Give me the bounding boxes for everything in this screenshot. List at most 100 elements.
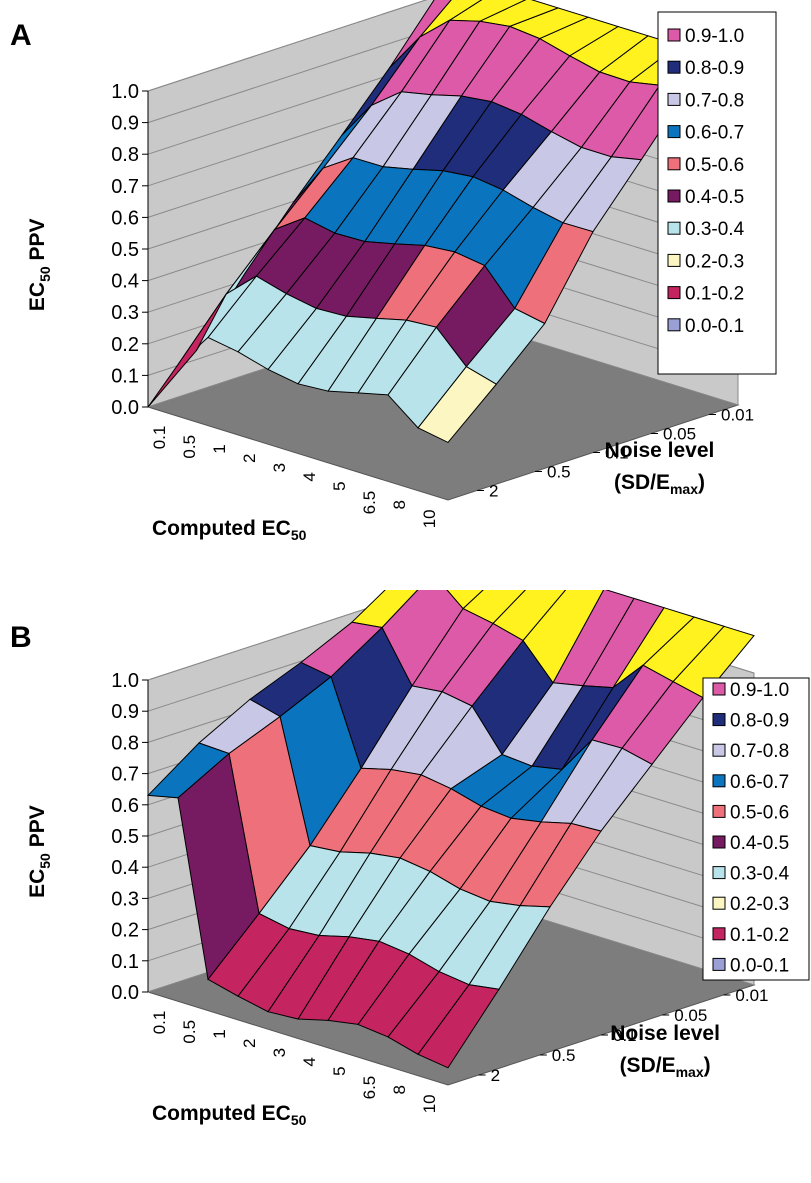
legend-label: 0.4-0.5 (730, 833, 789, 854)
panel-label: A (10, 19, 32, 52)
x-tick-label: 5 (330, 1066, 349, 1075)
chart-b-svg: B 0.0 0.1 0.2 0.3 0.4 0.5 0.6 0.7 0.8 0.9 1.0 0.1 0.5… (10, 590, 810, 1128)
x-tick-label: 1 (210, 1029, 229, 1038)
legend-label: 0.6-0.7 (685, 123, 744, 144)
legend-label: 0.1-0.2 (685, 284, 744, 305)
z-tick-label: 0.2 (111, 920, 139, 942)
legend-swatch (667, 125, 681, 139)
x-tick-label: 6.5 (360, 1076, 379, 1100)
y-tick-label: 0.1 (605, 444, 629, 463)
legend-swatch (667, 92, 681, 106)
legend-label: 0.0-0.1 (685, 316, 744, 337)
z-tick-label: 0.9 (111, 113, 139, 135)
z-tick-label: 0.4 (111, 271, 139, 293)
legend-swatch (667, 60, 681, 74)
legend-label: 0.9-1.0 (685, 26, 744, 47)
legend-swatch (667, 253, 681, 267)
surface-group (147, 0, 740, 444)
z-tick-label: 0.4 (111, 857, 139, 879)
x-tick-label: 3 (270, 463, 289, 472)
legend-label: 0.1-0.2 (730, 925, 789, 946)
y-tick-label: 0.01 (735, 986, 768, 1005)
y-tick-label: 0.05 (663, 425, 696, 444)
x-tick-label: 8 (390, 500, 409, 509)
legend-label: 0.8-0.9 (730, 711, 789, 732)
legend-swatch (712, 866, 726, 880)
x-tick-label: 2 (240, 1039, 259, 1048)
z-tick-label: 0.6 (111, 795, 139, 817)
legend-swatch (712, 743, 726, 757)
z-tick-label: 1.0 (111, 81, 139, 103)
y-axis-title-line2: (SD/Emax) (620, 1054, 711, 1080)
legend-swatch (712, 957, 726, 971)
legend-label: 0.5-0.6 (730, 802, 789, 823)
legend-label: 0.7-0.8 (685, 90, 744, 111)
legend-label: 0.9-1.0 (730, 680, 789, 701)
x-tick-label: 4 (300, 1057, 319, 1066)
x-tick-label: 5 (330, 481, 349, 490)
legend-swatch (712, 835, 726, 849)
y-tick-label: 2 (491, 1066, 500, 1085)
y-tick-label: 0.01 (721, 406, 754, 425)
z-axis-title: EC50 PPV (26, 218, 53, 311)
z-tick-label: 0.1 (111, 365, 139, 387)
x-tick-label: 0.5 (180, 435, 199, 459)
chart-panel-a: A 0.0 0.1 0.2 0.3 0.4 0.5 0.6 0.7 0.8 0.9 1.0 0.1 0.5… (0, 0, 811, 560)
z-tick-label: 0.6 (111, 207, 139, 229)
x-tick-label: 0.5 (180, 1020, 199, 1044)
y-axis-title-line1: Noise level (605, 439, 715, 462)
z-axis-title: EC50 PPV (26, 805, 53, 898)
y-tick-label: 0.5 (547, 463, 571, 482)
x-tick-label: 10 (420, 1094, 439, 1113)
x-tick-label: 8 (390, 1085, 409, 1094)
legend-swatch (667, 28, 681, 42)
y-axis-title-line2: (SD/Emax) (614, 471, 705, 497)
x-tick-label: 4 (300, 472, 319, 481)
y-tick-label: 0.5 (552, 1046, 576, 1065)
z-tick-label: 0.0 (111, 397, 139, 419)
x-tick-label: 2 (240, 454, 259, 463)
legend-swatch (712, 713, 726, 727)
x-tick-label: 10 (420, 509, 439, 528)
legend-swatch (667, 286, 681, 300)
z-tick-label: 0.7 (111, 764, 139, 786)
z-tick-label: 0.9 (111, 701, 139, 723)
x-tick-label: 3 (270, 1048, 289, 1057)
chart-a-svg: A 0.0 0.1 0.2 0.3 0.4 0.5 0.6 0.7 0.8 0.9 1.0 0.1 0.5… (10, 0, 777, 543)
z-tick-label: 1.0 (111, 670, 139, 692)
legend-swatch (712, 774, 726, 788)
legend-label: 0.5-0.6 (685, 155, 744, 176)
legend-swatch (667, 157, 681, 171)
x-tick-label: 1 (210, 444, 229, 453)
legend-swatch (712, 682, 726, 696)
legend-swatch (712, 804, 726, 818)
legend-label: 0.4-0.5 (685, 187, 744, 208)
z-tick-label: 0.3 (111, 302, 139, 324)
legend-swatch (667, 189, 681, 203)
surface-cell (147, 293, 227, 408)
legend-label: 0.3-0.4 (685, 219, 745, 240)
surface-group (146, 590, 755, 1069)
surface-cell (146, 742, 230, 799)
z-tick-label: 0.7 (111, 176, 139, 198)
x-axis-title: Computed EC50 (152, 1102, 307, 1128)
y-tick-label: 0.1 (613, 1026, 637, 1045)
y-tick-label: 2 (489, 482, 498, 501)
z-tick-label: 0.1 (111, 951, 139, 973)
x-axis-title: Computed EC50 (152, 517, 307, 543)
z-tick-label: 0.5 (111, 826, 139, 848)
y-axis-title-line1: Noise level (610, 1022, 720, 1045)
z-tick-label: 0.8 (111, 144, 139, 166)
y-tick-label: 0.05 (674, 1006, 707, 1025)
x-tick-label: 0.1 (150, 1011, 169, 1035)
legend-label: 0.7-0.8 (730, 741, 789, 762)
legend-swatch (712, 927, 726, 941)
chart-panel-b: B 0.0 0.1 0.2 0.3 0.4 0.5 0.6 0.7 0.8 0.9 1.0 0.1 0.5… (0, 590, 811, 1183)
panel-label: B (10, 621, 32, 654)
z-tick-label: 0.3 (111, 888, 139, 910)
x-tick-label: 6.5 (360, 491, 379, 515)
legend-label: 0.3-0.4 (730, 864, 790, 885)
legend-label: 0.6-0.7 (730, 772, 789, 793)
legend-label: 0.8-0.9 (685, 58, 744, 79)
legend-swatch (712, 896, 726, 910)
